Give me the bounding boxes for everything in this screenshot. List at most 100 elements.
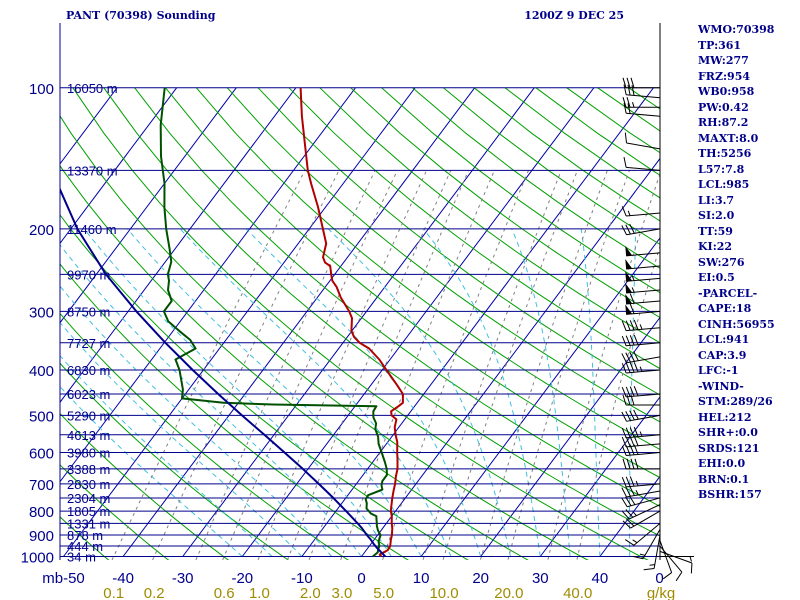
height-label: 8750 m: [67, 304, 110, 319]
dry-adiabat-line: [60, 362, 290, 560]
stat-line: TH:5256: [698, 147, 752, 160]
isotherm-line: [301, 87, 654, 557]
wind-barb: [632, 529, 661, 560]
wind-barb: [624, 132, 661, 150]
height-label: 1805 m: [67, 504, 110, 519]
temperature-tick-label: -10: [291, 570, 313, 587]
moist-adiabat-line: [60, 243, 362, 557]
height-label: 16050 m: [67, 81, 118, 96]
height-label: 878 m: [67, 528, 103, 543]
mixing-ratio-label: 5.0: [373, 585, 394, 600]
wind-barb: [625, 293, 661, 305]
wind-barb: [625, 245, 661, 257]
moist-adiabat-line: [127, 228, 422, 557]
pressure-tick-label: 500: [29, 408, 54, 425]
height-label: 2304 m: [67, 491, 110, 506]
isotherm-line: [420, 237, 660, 557]
temperature-tick-label: -40: [112, 570, 134, 587]
moist-adiabat-line: [60, 285, 333, 557]
mixing-ratio-line: [547, 172, 660, 560]
isotherm-line: [241, 87, 595, 557]
mixing-ratio-unit: g/kg: [647, 585, 675, 600]
stat-line: WMO:70398: [698, 23, 775, 36]
stat-line: -PARCEL-: [698, 286, 758, 300]
stat-line: SHR+:0.0: [698, 426, 758, 439]
isotherm-line: [480, 316, 660, 557]
pressure-tick-label: 300: [29, 304, 54, 321]
stat-line: WB0:958: [698, 85, 755, 98]
pressure-tick-label: 700: [29, 477, 54, 494]
chart-time: 1200Z 9 DEC 25: [524, 9, 624, 22]
stat-line: BSHR:157: [698, 488, 762, 501]
stat-line: LCL:985: [698, 178, 750, 191]
wind-barb: [659, 550, 693, 574]
temperature-tick-label: -30: [172, 570, 194, 587]
height-label: 34 m: [67, 550, 96, 565]
dry-adiabat-line: [196, 87, 660, 450]
dry-adiabat-line: [103, 87, 660, 537]
wind-barb: [643, 534, 661, 571]
wind-barb: [659, 540, 673, 580]
mixing-ratio-line: [381, 170, 529, 560]
chart-title: PANT (70398) Sounding: [66, 9, 216, 22]
stat-line: BRN:0.1: [698, 472, 750, 486]
pressure-tick-label: 600: [29, 446, 54, 463]
stat-line: -WIND-: [698, 379, 744, 393]
pressure-tick-label: 200: [29, 222, 54, 239]
height-label: 11460 m: [67, 222, 117, 237]
wind-barb: [621, 486, 661, 498]
wind-barb: [621, 435, 661, 448]
pressure-tick-label: 900: [29, 528, 54, 545]
stat-line: KI:22: [698, 240, 733, 253]
moist-adiabat-line: [179, 228, 452, 557]
height-label: 7727 m: [67, 336, 110, 351]
dry-adiabat-line: [60, 412, 230, 560]
temperature-tick-label: 0: [357, 570, 365, 587]
dry-adiabat-line: [257, 87, 660, 396]
wind-barb: [623, 84, 661, 99]
isotherm-line: [182, 87, 535, 557]
wind-barbs: [621, 77, 694, 582]
temperature-tick-label: -20: [231, 570, 253, 587]
stat-line: EHI:0.0: [698, 457, 746, 470]
dry-adiabat-line: [60, 164, 529, 560]
mixing-ratio-label: 3.0: [331, 585, 352, 600]
stat-line: MAXT:8.0: [698, 131, 759, 145]
mixing-ratio-label: 2.0: [300, 585, 321, 600]
dry-adiabat-line: [60, 464, 170, 560]
height-label: 2830 m: [67, 477, 110, 492]
dry-adiabat-line: [60, 214, 469, 560]
wind-barb: [621, 351, 661, 364]
stat-line: SW:276: [698, 255, 745, 269]
stat-line: FRZ:954: [698, 69, 751, 83]
dry-adiabat-line: [60, 312, 349, 560]
mixing-ratio-line: [422, 170, 562, 560]
stat-line: CINH:56955: [698, 317, 775, 331]
pressure-tick-label: 400: [29, 363, 54, 380]
mixing-ratio-label: 40.0: [563, 585, 592, 600]
stat-line: L57:7.8: [698, 162, 745, 176]
stat-line: CAPE:18: [698, 302, 752, 315]
stat-line: CAP:3.9: [698, 348, 747, 362]
stats-panel: WMO:70398 TP:361 MW:277 FRZ:954 WB0:958 PW:0.…: [698, 22, 800, 503]
wind-barb: [623, 157, 661, 171]
wind-barb: [621, 334, 661, 347]
dry-adiabat-line: [381, 87, 660, 294]
isotherm-line: [60, 87, 297, 404]
mixing-ratio-label: 0.2: [144, 585, 165, 600]
mixing-ratio-line: [442, 170, 578, 560]
stat-line: LFC:-1: [698, 364, 739, 377]
height-label: 444 m: [67, 539, 103, 554]
pressure-tick-label: 1000: [21, 550, 54, 567]
isotherm-line: [361, 157, 660, 557]
isotherm-line: [539, 396, 660, 557]
height-label: 6023 m: [67, 387, 110, 402]
stat-line: MW:277: [698, 54, 749, 67]
stat-line: SRDS:121: [698, 441, 760, 455]
wind-barb: [623, 102, 661, 117]
wind-barb: [625, 271, 661, 282]
wind-barb: [622, 97, 660, 108]
stat-line: PW:0.42: [698, 100, 749, 114]
dry-adiabat-line: [60, 516, 110, 560]
